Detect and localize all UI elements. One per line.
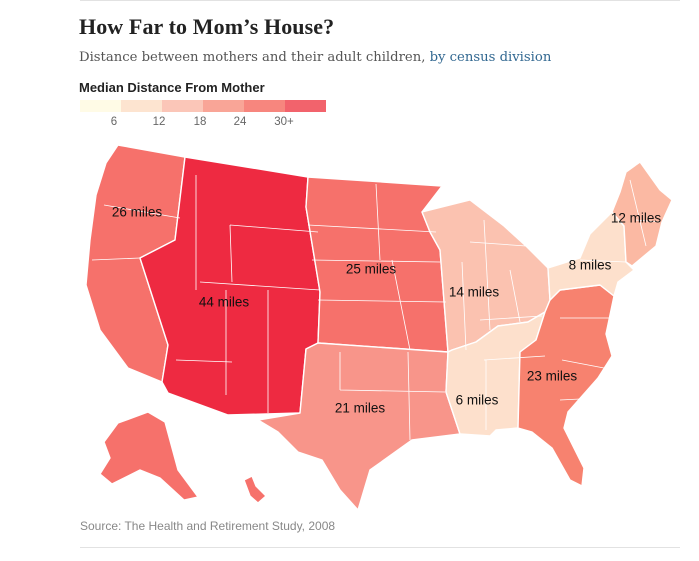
legend-tick: 30+ <box>274 116 294 128</box>
chart-subtitle: Distance between mothers and their adult… <box>79 50 551 65</box>
legend-tick: 24 <box>233 116 247 128</box>
region-new-england[interactable] <box>611 161 673 267</box>
label-new-england: 12 miles <box>610 210 662 226</box>
label-west-north-central: 25 miles <box>345 261 397 277</box>
label-middle-atlantic: 8 miles <box>568 257 612 273</box>
legend-swatch-1 <box>121 100 162 112</box>
legend-swatch-3 <box>203 100 244 112</box>
legend-swatch-4 <box>244 100 285 112</box>
label-pacific: 26 miles <box>111 204 163 220</box>
legend-ticks: 6 12 18 24 30+ <box>80 116 340 130</box>
legend-swatch-0 <box>80 100 121 112</box>
region-middle-atlantic[interactable] <box>547 211 635 301</box>
label-west-south-central: 21 miles <box>334 400 386 416</box>
label-east-south-central: 6 miles <box>455 392 499 408</box>
legend-swatch-5 <box>285 100 326 112</box>
legend-tick: 18 <box>193 116 207 128</box>
census-division-link[interactable]: by census division <box>429 50 552 65</box>
top-rule <box>80 0 680 1</box>
legend-swatch-2 <box>162 100 203 112</box>
state-borders <box>91 156 661 441</box>
region-hawaii[interactable] <box>243 475 267 504</box>
label-mountain: 44 miles <box>198 294 250 310</box>
bottom-rule <box>80 547 680 548</box>
subtitle-text: Distance between mothers and their adult… <box>79 50 430 65</box>
region-alaska[interactable] <box>99 411 199 501</box>
label-south-atlantic: 23 miles <box>526 368 578 384</box>
legend-color-scale <box>80 100 326 112</box>
legend-tick: 6 <box>110 116 118 128</box>
chart-title: How Far to Mom’s House? <box>79 14 335 39</box>
legend-tick: 12 <box>152 116 166 128</box>
legend-title: Median Distance From Mother <box>79 80 265 95</box>
source-note: Source: The Health and Retirement Study,… <box>80 519 336 533</box>
label-east-north-central: 14 miles <box>448 284 500 300</box>
